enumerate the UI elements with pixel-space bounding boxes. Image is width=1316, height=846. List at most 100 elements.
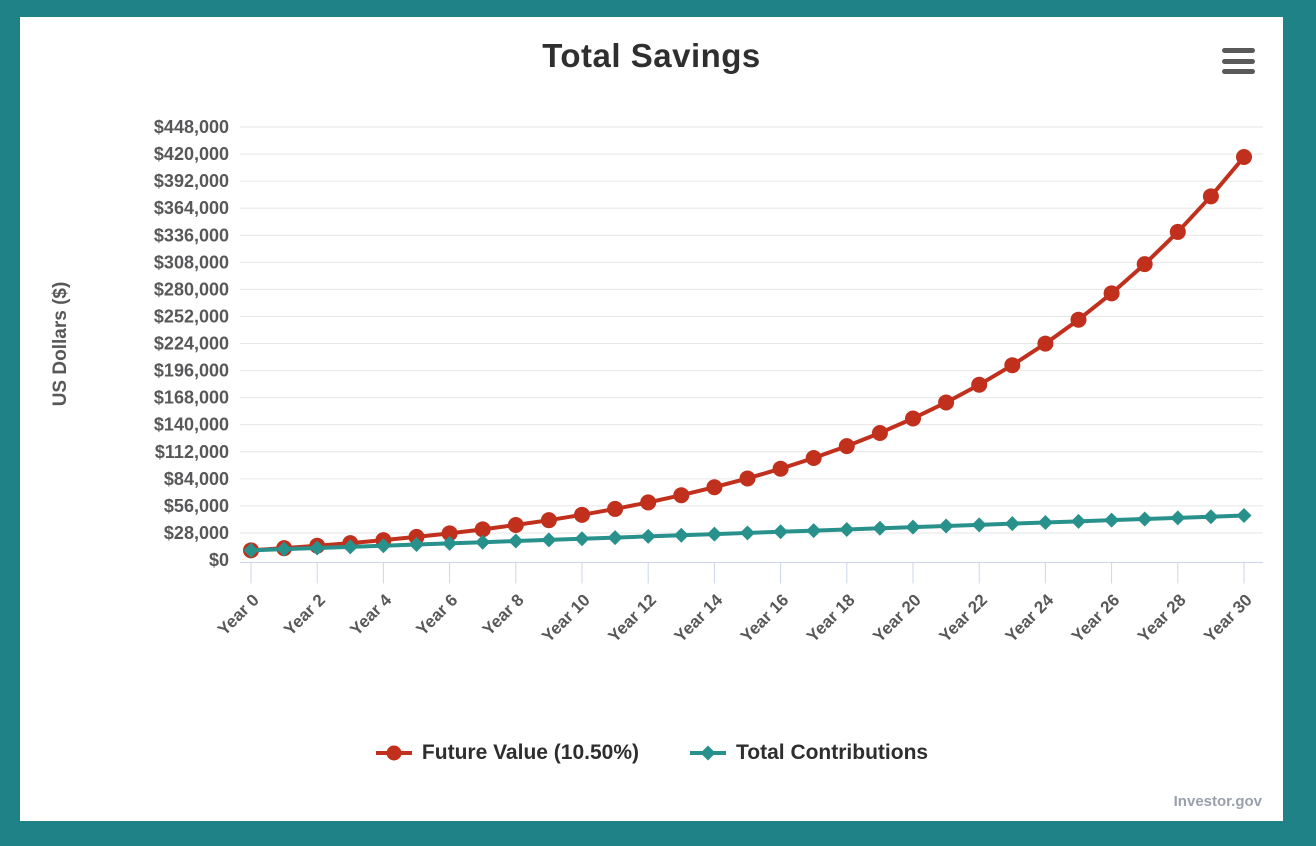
- data-point-marker: [1037, 515, 1053, 530]
- data-point-marker: [739, 470, 756, 487]
- y-axis-tick-label: $448,000: [154, 117, 229, 137]
- data-point-marker: [740, 525, 755, 541]
- data-point-marker: [640, 494, 657, 511]
- y-axis-tick-label: $280,000: [154, 279, 229, 299]
- legend-item-future-value[interactable]: Future Value (10.50%): [375, 741, 639, 765]
- data-point-marker: [1169, 223, 1186, 240]
- y-axis-tick-label: $336,000: [154, 225, 229, 245]
- y-axis-tick-label: $364,000: [154, 198, 229, 218]
- data-point-marker: [838, 438, 855, 455]
- data-point-marker: [1203, 509, 1219, 525]
- data-point-marker: [806, 523, 822, 539]
- x-axis-tick-label: Year 28: [1134, 590, 1190, 646]
- x-axis-tick-label: Year 12: [604, 590, 660, 646]
- data-point-marker: [607, 500, 624, 517]
- data-point-marker: [375, 538, 391, 554]
- data-point-marker: [607, 530, 623, 546]
- data-point-marker: [971, 517, 987, 533]
- data-point-marker: [905, 410, 921, 427]
- y-axis-tick-label: $84,000: [164, 469, 229, 489]
- data-point-marker: [1103, 285, 1120, 302]
- data-point-marker: [1202, 188, 1219, 205]
- data-point-marker: [574, 531, 590, 547]
- data-point-marker: [1236, 148, 1252, 165]
- data-point-marker: [408, 528, 425, 545]
- data-point-marker: [839, 521, 855, 537]
- data-point-marker: [640, 528, 656, 544]
- y-axis-tick-label: $392,000: [154, 171, 229, 191]
- hamburger-menu-icon: [1222, 69, 1255, 74]
- future-value-marker-icon: [375, 745, 412, 761]
- data-point-marker: [475, 534, 491, 550]
- x-axis-tick-label: Year 16: [737, 590, 793, 646]
- x-axis-tick-label: Year 26: [1068, 590, 1124, 646]
- data-point-marker: [508, 533, 524, 549]
- y-axis-tick-label: $0: [209, 550, 229, 570]
- data-point-marker: [706, 479, 723, 496]
- credits-link[interactable]: Investor.gov: [1173, 793, 1262, 810]
- chart-title: Total Savings: [542, 37, 761, 74]
- x-axis-tick-label: Year 2: [280, 590, 329, 639]
- data-point-marker: [1004, 516, 1020, 532]
- data-point-marker: [1170, 510, 1186, 526]
- data-point-marker: [1037, 335, 1054, 352]
- data-point-marker: [673, 487, 690, 504]
- chart-legend: Future Value (10.50%) Total Contribution…: [20, 741, 1283, 765]
- y-axis-tick-label: $56,000: [164, 496, 229, 516]
- data-point-marker: [871, 424, 888, 441]
- legend-item-total-contributions[interactable]: Total Contributions: [689, 741, 928, 765]
- chart-menu-button[interactable]: [1222, 48, 1255, 74]
- data-point-marker: [574, 506, 590, 523]
- y-axis-tick-label: $252,000: [154, 306, 229, 326]
- x-axis-tick-label: Year 10: [538, 590, 594, 646]
- y-axis-tick-label: $224,000: [154, 334, 229, 354]
- x-axis-tick-label: Year 20: [869, 590, 925, 646]
- x-axis-tick-label: Year 30: [1200, 590, 1256, 646]
- x-axis-tick-label: Year 0: [214, 590, 263, 639]
- x-axis-tick-label: Year 14: [671, 590, 727, 646]
- y-axis-tick-label: $420,000: [154, 144, 229, 164]
- y-axis-tick-label: $28,000: [164, 523, 229, 543]
- chart-card: $0 $28,000 $56,000 $84,000 $112,000 $140,000 $…: [20, 17, 1283, 821]
- data-point-marker: [1004, 357, 1021, 374]
- y-axis-title: US Dollars ($): [50, 282, 71, 407]
- data-point-marker: [1137, 511, 1153, 527]
- data-point-marker: [1071, 513, 1086, 529]
- data-point-marker: [706, 526, 722, 542]
- data-point-marker: [1136, 256, 1153, 273]
- hamburger-menu-icon: [1222, 58, 1255, 64]
- data-point-marker: [507, 517, 524, 534]
- data-point-marker: [540, 512, 557, 529]
- data-point-marker: [1104, 512, 1120, 528]
- y-axis-tick-label: $168,000: [154, 388, 229, 408]
- data-point-marker: [541, 532, 557, 548]
- data-point-marker: [673, 527, 689, 543]
- savings-line-chart: $0 $28,000 $56,000 $84,000 $112,000 $140,000 $…: [50, 117, 1263, 646]
- x-axis-tick-label: Year 4: [346, 590, 395, 639]
- legend-label-total-contributions: Total Contributions: [736, 741, 929, 764]
- data-point-marker: [441, 525, 458, 542]
- y-axis-tick-label: $196,000: [154, 361, 229, 381]
- y-axis-tick-label: $140,000: [154, 415, 229, 435]
- data-point-marker: [772, 460, 789, 477]
- data-point-marker: [1070, 311, 1087, 328]
- data-point-marker: [971, 376, 988, 393]
- x-axis-tick-label: Year 18: [803, 590, 859, 646]
- data-point-marker: [773, 524, 789, 540]
- data-point-marker: [1236, 508, 1252, 524]
- x-axis-tick-label: Year 8: [479, 590, 528, 639]
- y-axis-tick-label: $308,000: [154, 252, 229, 272]
- total-contributions-marker-icon: [690, 745, 726, 761]
- x-axis-tick-label: Year 24: [1002, 590, 1058, 646]
- hamburger-menu-icon: [1222, 48, 1255, 53]
- y-axis-tick-label: $112,000: [155, 442, 229, 462]
- data-point-marker: [905, 519, 921, 535]
- data-point-marker: [474, 521, 491, 538]
- data-point-marker: [805, 449, 822, 466]
- data-point-marker: [938, 394, 955, 411]
- x-axis-tick-label: Year 22: [935, 590, 991, 646]
- data-point-marker: [938, 518, 954, 534]
- future-value-series: [243, 148, 1252, 559]
- x-axis-tick-label: Year 6: [413, 590, 462, 639]
- data-point-marker: [872, 520, 888, 536]
